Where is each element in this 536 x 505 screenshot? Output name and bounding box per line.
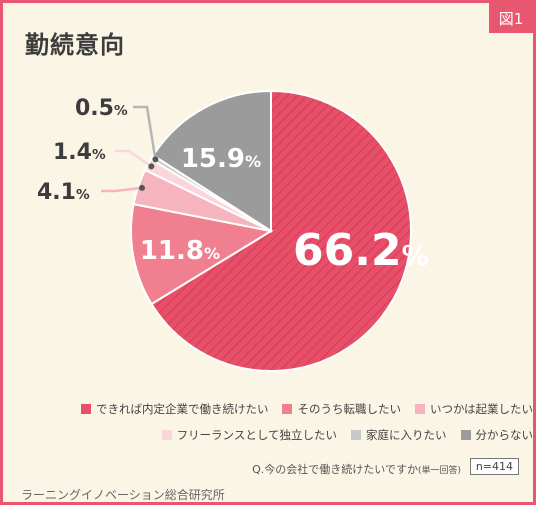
sample-size: n=414 (469, 458, 519, 475)
legend-item: 分からない (460, 427, 534, 443)
slice-value-label: 66.2% (293, 225, 429, 276)
legend-item: 家庭に入りたい (351, 427, 447, 443)
leader-dot (139, 184, 146, 191)
slice-value-label: 0.5% (75, 96, 128, 121)
chart-title: 勤続意向 (25, 31, 125, 59)
legend-item: そのうち転職したい (282, 401, 401, 417)
figure-label: 図1 (489, 3, 533, 33)
leader-line (133, 105, 157, 160)
legend-label: できれば内定企業で働き続けたい (95, 402, 269, 416)
legend-swatch (282, 404, 293, 414)
slice-value-label: 1.4% (53, 140, 106, 165)
chart-legend: できれば内定企業で働き続けたい そのうち転職したい いつかは起業したいフリーランスと… (63, 401, 533, 443)
pie-chart: 66.2% 11.8% 15.9% 4.1% 1.4% 0.5% (37, 89, 429, 372)
leader-dot (148, 163, 155, 170)
leader-dot (152, 156, 159, 163)
survey-question: Q.今の会社で働き続けたいですか(単一回答) (252, 461, 461, 477)
legend-swatch (80, 404, 91, 414)
leader-line (101, 186, 143, 193)
question-text: Q.今の会社で働き続けたいですか (252, 463, 418, 476)
legend-label: いつかは起業したい (429, 402, 533, 416)
legend-label: 家庭に入りたい (366, 428, 447, 442)
slice-value-label: 15.9% (181, 144, 261, 174)
pie-slice (151, 89, 272, 233)
pie-slice (130, 202, 274, 306)
legend-item: できれば内定企業で働き続けたい (80, 401, 269, 417)
legend-swatch (351, 430, 361, 440)
leader-line (115, 149, 153, 168)
question-note: (単一回答) (417, 466, 461, 476)
legend-label: そのうち転職したい (297, 402, 401, 416)
source-footer: ラーニングイノベーション総合研究所 (21, 488, 225, 502)
legend-item: フリーランスとして独立したい (161, 427, 337, 443)
slice-value-label: 4.1% (37, 180, 90, 205)
legend-label: フリーランスとして独立したい (176, 428, 337, 442)
legend-label: 分からない (475, 428, 534, 442)
legend-swatch (460, 430, 471, 440)
legend-swatch (414, 404, 425, 414)
legend-swatch (161, 430, 172, 440)
slice-value-label: 11.8% (140, 236, 220, 266)
legend-item: いつかは起業したい (414, 401, 533, 417)
pie-slice (150, 89, 412, 372)
